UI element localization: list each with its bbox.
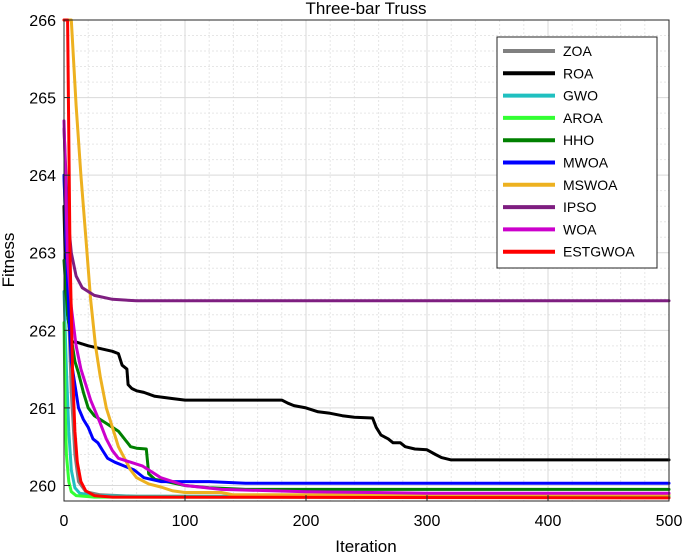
legend-label-woa: WOA (563, 221, 597, 237)
legend-label-mswoa: MSWOA (563, 177, 618, 193)
legend-label-hho: HHO (563, 132, 594, 148)
legend-label-aroa: AROA (563, 110, 603, 126)
legend: ZOA ROA GWO AROA HHO MWOA MSWOA IPSO WOA ESTGWOA (496, 36, 658, 269)
y-tick-label: 264 (29, 168, 56, 185)
series-line-woa (62, 119, 671, 495)
y-tick-label: 260 (29, 478, 56, 495)
y-axis-label: Fitness (0, 233, 18, 288)
legend-label-gwo: GWO (563, 88, 598, 104)
y-tick-label: 266 (29, 13, 56, 30)
series-line-mswoa (62, 18, 671, 497)
y-tick-label: 261 (29, 401, 56, 418)
legend-label-roa: ROA (563, 65, 594, 81)
chart-title: Three-bar Truss (306, 0, 427, 18)
series-line-roa (62, 204, 671, 462)
series-line-mwoa (62, 173, 671, 485)
y-tick-label: 265 (29, 91, 56, 108)
x-axis-label: Iteration (335, 537, 396, 556)
series-line-gwo (62, 290, 671, 499)
y-tick-label: 263 (29, 246, 56, 263)
x-tick-label: 400 (535, 513, 562, 530)
axis-ticks: 0 100 200 300 400 500 260 261 262 263 264 265 266 (29, 13, 682, 530)
plot-frame (63, 19, 670, 502)
x-tick-label: 200 (293, 513, 320, 530)
series-layer (62, 18, 671, 500)
series-line-hho (62, 259, 671, 491)
x-tick-label: 100 (172, 513, 199, 530)
legend-label-estgwoa: ESTGWOA (563, 244, 635, 260)
series-line-aroa (62, 321, 671, 499)
x-tick-label: 500 (656, 513, 683, 530)
legend-label-mwoa: MWOA (563, 155, 609, 171)
legend-label-ipso: IPSO (563, 199, 597, 215)
y-tick-label: 262 (29, 323, 56, 340)
legend-label-zoa: ZOA (563, 43, 592, 59)
x-tick-label: 300 (414, 513, 441, 530)
x-tick-label: 0 (60, 513, 69, 530)
